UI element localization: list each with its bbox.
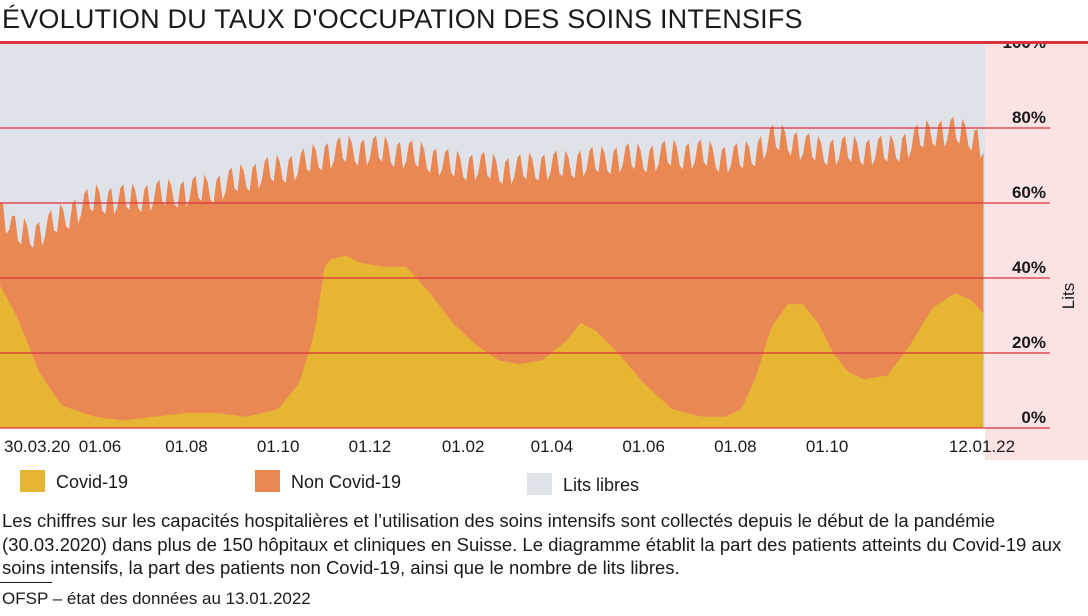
x-tick-labels: 30.03.20 01.06 01.08 01.10 01.12 01.02 01.04 01… bbox=[4, 437, 1015, 456]
title-rule bbox=[0, 41, 1088, 44]
y-axis-title: Lits bbox=[1059, 283, 1078, 309]
legend-label-non-covid: Non Covid-19 bbox=[291, 472, 402, 492]
plot-area bbox=[0, 44, 985, 429]
y-tick-label: 20% bbox=[1012, 333, 1046, 352]
y-axis-panel bbox=[985, 44, 1088, 460]
legend-swatch-covid bbox=[20, 470, 45, 492]
x-tick-label: 01.06 bbox=[622, 437, 665, 456]
legend-label-free-beds: Lits libres bbox=[563, 475, 640, 495]
legend-swatch-non-covid bbox=[255, 470, 280, 492]
y-tick-label: 0% bbox=[1021, 408, 1046, 427]
source-note: OFSP – état des données au 13.01.2022 bbox=[2, 589, 311, 608]
y-tick-label: 80% bbox=[1012, 108, 1046, 127]
legend-label-covid: Covid-19 bbox=[56, 472, 129, 492]
x-tick-label: 01.10 bbox=[257, 437, 300, 456]
legend-swatch-free-beds bbox=[527, 473, 552, 495]
x-tick-label: 01.02 bbox=[442, 437, 485, 456]
x-tick-label: 01.06 bbox=[79, 437, 122, 456]
non-covid-area bbox=[0, 116, 984, 429]
y-tick-label: 40% bbox=[1012, 258, 1046, 277]
chart: 0% 20% 40% 60% 80% 100% 30.03.20 01.06 01.08 01.… bbox=[0, 44, 1088, 460]
x-tick-label: 01.08 bbox=[165, 437, 208, 456]
x-tick-label: 12.01.22 bbox=[949, 437, 1015, 456]
x-tick-label: 01.12 bbox=[349, 437, 392, 456]
y-tick-label: 100% bbox=[1003, 44, 1046, 52]
x-tick-label: 01.08 bbox=[714, 437, 757, 456]
caption-underline bbox=[0, 582, 52, 583]
chart-title: ÉVOLUTION DU TAUX D'OCCUPATION DES SOINS… bbox=[2, 4, 803, 34]
covid-area bbox=[0, 255, 984, 428]
gridlines bbox=[0, 127, 1050, 429]
x-tick-label: 01.04 bbox=[531, 437, 574, 456]
x-tick-label: 01.10 bbox=[806, 437, 849, 456]
y-tick-labels: 0% 20% 40% 60% 80% 100% bbox=[1003, 44, 1046, 427]
x-tick-label: 30.03.20 bbox=[4, 437, 70, 456]
y-tick-label: 60% bbox=[1012, 183, 1046, 202]
caption: Les chiffres sur les capacités hospitali… bbox=[2, 510, 1062, 578]
